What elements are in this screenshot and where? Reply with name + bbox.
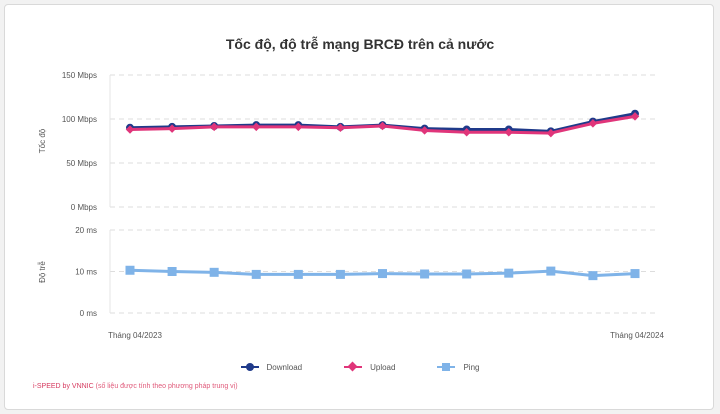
y-axis-label-latency: Độ trễ [38,261,47,283]
data-point-ping [209,267,219,277]
y-tick-label-latency: 20 ms [75,226,97,235]
data-point-upload [336,123,345,133]
data-point-upload [504,127,513,137]
chart-title: Tốc độ, độ trễ mạng BRCĐ trên cả nước [225,36,495,52]
y-tick-label-speed: 150 Mbps [62,71,97,80]
diamond-marker-icon [344,361,363,372]
data-point-ping [630,269,640,279]
legend-item-download[interactable]: Download [240,362,303,372]
chart-plot: Tốc độ 0 Mbps 50 Mbps 100 Mbps 150 Mbps Độ tr… [38,71,664,340]
data-point-upload [378,121,387,131]
y-tick-label-latency: 10 ms [75,268,97,277]
legend: Download Upload Ping [5,361,715,372]
data-point-ping [293,269,303,279]
circle-marker-icon [240,362,259,372]
legend-label: Download [266,362,303,372]
data-point-ping [420,269,430,279]
data-point-ping [504,268,514,278]
data-point-upload [420,126,429,135]
data-point-upload [209,122,219,132]
y-tick-label-speed: 100 Mbps [62,115,97,124]
source-note: i-SPEED by VNNIC (số liệu được tính theo… [33,383,238,390]
data-point-ping [251,269,261,279]
data-point-ping [167,267,177,276]
source-method-note: (số liệu được tính theo phương pháp trun… [95,383,238,390]
y-tick-label-latency: 0 ms [80,309,97,318]
data-point-ping [546,266,556,276]
square-marker-icon [437,362,456,372]
data-point-upload [252,122,261,132]
x-tick-label-last: Tháng 04/2024 [610,331,664,340]
data-point-upload [125,125,135,134]
data-point-ping [462,269,472,279]
legend-item-ping[interactable]: Ping [437,362,479,372]
data-point-ping [125,265,135,275]
chart-card: Tốc độ, độ trễ mạng BRCĐ trên cả nước Tố… [4,4,714,410]
y-tick-label-speed: 0 Mbps [71,203,97,212]
data-point-upload [167,124,177,133]
legend-item-upload[interactable]: Upload [344,361,396,372]
data-point-upload [294,122,303,132]
data-point-upload [462,127,471,137]
x-tick-label-first: Tháng 04/2023 [108,331,162,340]
y-tick-label-speed: 50 Mbps [66,159,97,168]
legend-label: Upload [370,362,396,372]
data-point-ping [378,269,387,279]
y-axis-label-speed: Tốc độ [38,128,47,153]
data-point-ping [335,269,345,279]
legend-label: Ping [463,362,480,372]
data-point-ping [588,271,598,281]
source-brand: i-SPEED by VNNIC [33,383,94,390]
